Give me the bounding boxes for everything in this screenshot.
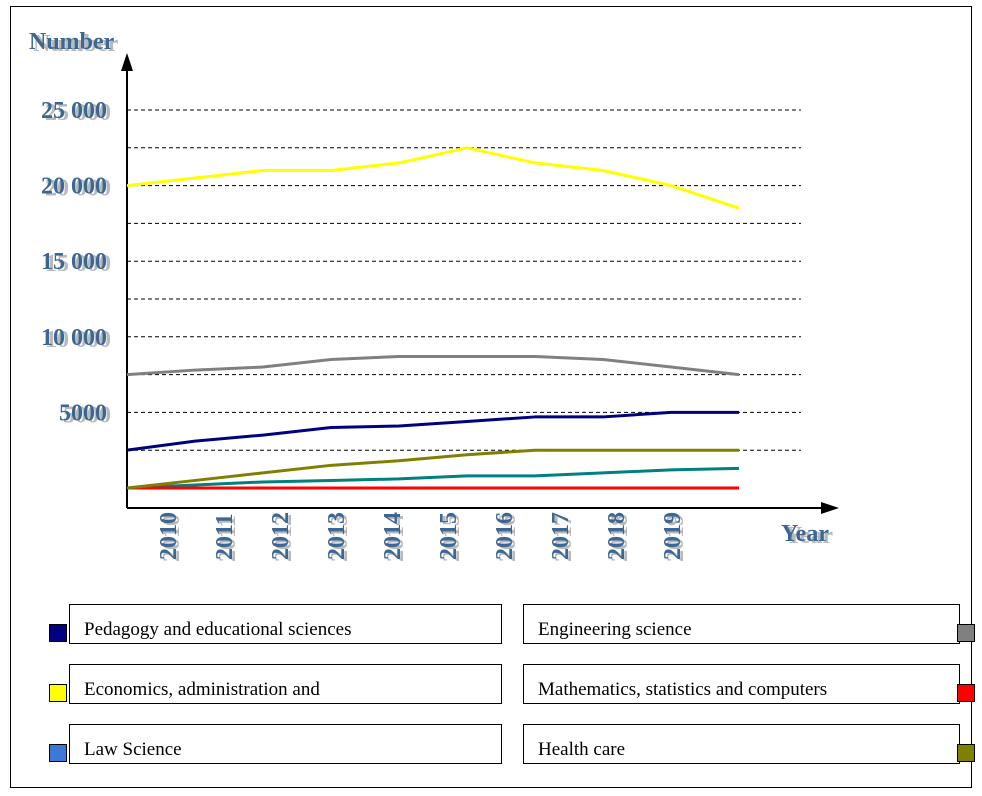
legend-label: Pedagogy and educational sciences: [84, 619, 352, 640]
x-tick-label-shadow: 2010: [159, 514, 185, 562]
x-axis-title-shadow: Year: [785, 523, 833, 549]
y-tick-label: 10 000: [41, 325, 107, 351]
x-tick-label: 2011: [212, 513, 238, 560]
y-axis-title: Number: [29, 29, 115, 55]
x-tick-label-shadow: 2011: [215, 515, 241, 562]
series-line-2: [126, 466, 740, 490]
legend-swatch-economics: [49, 684, 67, 702]
y-tick-label-shadow: 25 000: [45, 100, 111, 126]
y-axis-arrow: [121, 53, 133, 71]
x-tick-label: 2014: [380, 512, 406, 560]
legend-label: Health care: [538, 739, 626, 760]
x-tick-label-shadow: 2015: [439, 514, 465, 562]
x-tick-label-shadow: 2012: [271, 514, 297, 562]
y-tick-label-shadow: 5000: [63, 402, 111, 428]
y-tick-label-shadow: 10 000: [45, 327, 111, 353]
x-tick-label-shadow: 2019: [663, 514, 689, 562]
x-tick-label-shadow: 2014: [383, 514, 409, 562]
x-axis-title: Year: [781, 521, 829, 547]
y-tick-label: 25 000: [41, 98, 107, 124]
legend-label: Mathematics, statistics and computers: [538, 679, 828, 700]
legend-label: Law Science: [84, 739, 182, 760]
legend-item-economics: Economics, administration and: [69, 664, 502, 704]
x-tick-label: 2016: [492, 512, 518, 560]
x-tick-label: 2019: [660, 512, 686, 560]
legend-item-health: Health care: [523, 724, 960, 764]
legend-item-law: Law Science: [69, 724, 502, 764]
x-tick-label-shadow: 2013: [327, 514, 353, 562]
x-tick-label: 2013: [324, 512, 350, 560]
series-line-1: [126, 146, 740, 210]
x-tick-label: 2017: [548, 512, 574, 560]
legend-swatch-mathematics: [957, 684, 975, 702]
x-tick-label-shadow: 2017: [551, 514, 577, 562]
x-tick-label-shadow: 2016: [495, 514, 521, 562]
x-axis-arrow: [821, 502, 839, 514]
y-tick-label-shadow: 20 000: [45, 176, 111, 202]
series-line-0: [126, 410, 739, 452]
chart-frame: 25 000 25 000 20 000 20 000 15 000 15 000 10 0…: [10, 6, 975, 788]
y-tick-label: 15 000: [41, 249, 107, 275]
legend-swatch-engineering: [957, 624, 975, 642]
x-tick-label-shadow: 2018: [607, 514, 633, 562]
x-tick-label: 2015: [436, 512, 462, 560]
series-line-5: [126, 448, 739, 490]
legend-item-engineering: Engineering science: [523, 604, 960, 644]
y-tick-label: 20 000: [41, 174, 107, 200]
legend-swatch-pedagogy: [49, 624, 67, 642]
y-tick-label-shadow: 15 000: [45, 251, 111, 277]
x-tick-label: 2018: [604, 512, 630, 560]
series-line-3: [126, 354, 740, 377]
legend-swatch-health: [957, 744, 975, 762]
legend-label: Economics, administration and: [84, 679, 320, 700]
legend-item-pedagogy: Pedagogy and educational sciences: [69, 604, 502, 644]
legend-swatch-law: [49, 744, 67, 762]
legend-label: Engineering science: [538, 619, 692, 640]
y-axis-title-shadow: Number: [33, 31, 119, 57]
y-tick-label: 5000: [59, 400, 107, 426]
x-tick-label: 2010: [156, 512, 182, 560]
legend-item-mathematics: Mathematics, statistics and computers: [523, 664, 960, 704]
x-tick-label: 2012: [268, 512, 294, 560]
